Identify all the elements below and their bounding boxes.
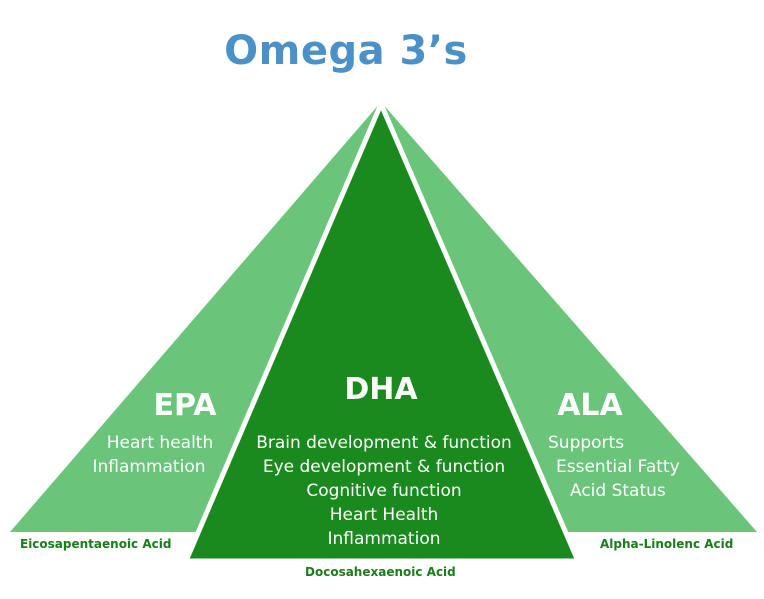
- epa-full-name: Eicosapentaenoic Acid: [20, 537, 172, 551]
- epa-benefits: Heart health Inflammation: [80, 431, 240, 479]
- epa-benefit: Heart health: [106, 433, 214, 453]
- ala-benefits: Supports Essential Fatty Acid Status: [548, 431, 698, 503]
- dha-triangle: [182, 97, 582, 564]
- epa-benefit: Inflammation: [92, 457, 206, 477]
- ala-benefit: Supports: [548, 433, 625, 453]
- ala-benefit: Essential Fatty: [556, 457, 680, 477]
- diagram-title: Omega 3’s: [224, 28, 468, 74]
- ala-benefit: Acid Status: [570, 481, 666, 501]
- dha-benefit: Eye development & function: [262, 457, 506, 477]
- ala-heading: ALA: [557, 388, 623, 423]
- dha-benefits: Brain development & function Eye develop…: [234, 431, 534, 551]
- dha-benefit: Cognitive function: [306, 481, 462, 501]
- dha-benefit: Inflammation: [327, 529, 441, 549]
- dha-full-name: Docosahexaenoic Acid: [305, 565, 456, 579]
- dha-benefit: Brain development & function: [256, 433, 512, 453]
- dha-benefit: Heart Health: [329, 505, 439, 525]
- ala-triangle: [381, 102, 757, 532]
- epa-heading: EPA: [153, 388, 217, 423]
- dha-heading: DHA: [344, 372, 418, 407]
- ala-full-name: Alpha-Linolenc Acid: [600, 537, 734, 551]
- epa-triangle: [10, 102, 381, 532]
